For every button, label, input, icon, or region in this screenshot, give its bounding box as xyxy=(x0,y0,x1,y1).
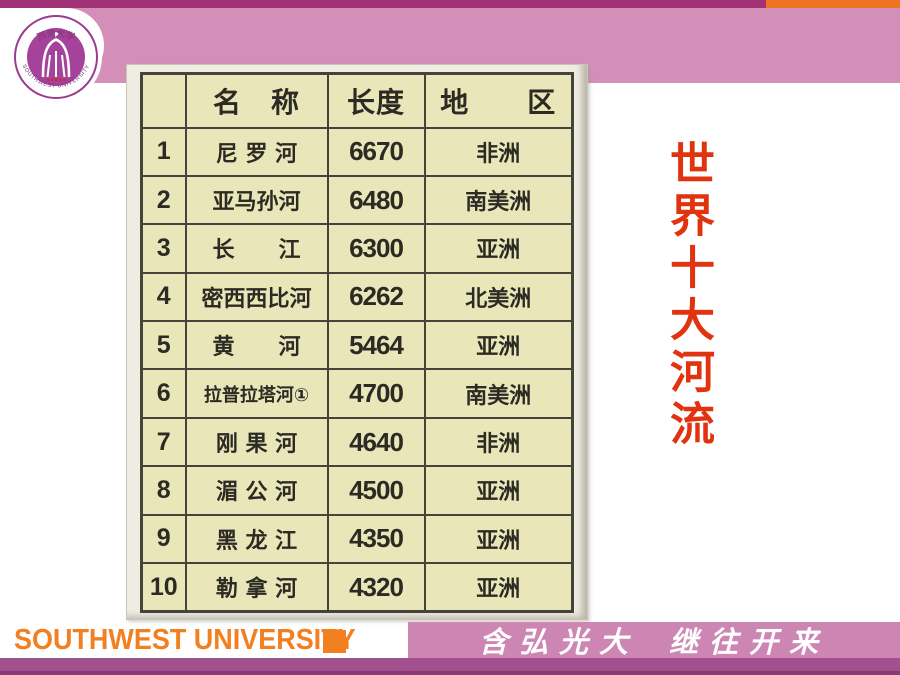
cell-name: 长 江 xyxy=(184,223,329,274)
col-header-rank xyxy=(140,72,187,129)
cell-name: 黑 龙 江 xyxy=(184,513,329,565)
table-row: 9 黑 龙 江 4350 亚洲 xyxy=(140,513,574,565)
col-header-length: 长度 xyxy=(326,72,426,129)
cell-rank: 5 xyxy=(140,320,187,371)
table-row: 2 亚马孙河 6480 南美洲 xyxy=(140,174,574,226)
cell-region: 北美洲 xyxy=(423,271,574,323)
cell-rank: 1 xyxy=(140,126,187,177)
cell-length: 4640 xyxy=(326,416,426,468)
col-header-region: 地 区 xyxy=(423,72,574,129)
table-row: 8 湄 公 河 4500 亚洲 xyxy=(140,465,574,516)
table-row: 4 密西西比河 6262 北美洲 xyxy=(140,271,574,323)
cell-rank: 10 xyxy=(140,562,187,613)
table-row: 1 尼 罗 河 6670 非洲 xyxy=(140,126,574,177)
cell-rank: 9 xyxy=(140,513,187,565)
cell-region: 亚洲 xyxy=(423,513,574,565)
top-bar-purple xyxy=(0,0,766,8)
cell-rank: 3 xyxy=(140,223,187,274)
cell-length: 4700 xyxy=(326,368,426,419)
table-row: 3 长 江 6300 亚洲 xyxy=(140,223,574,274)
cell-name: 勒 拿 河 xyxy=(184,562,329,613)
rivers-table-photo: 名 称 长度 地 区 1 尼 罗 河 6670 非洲 2 亚马孙河 6480 南… xyxy=(126,64,588,620)
cell-region: 非洲 xyxy=(423,416,574,468)
cell-region: 非洲 xyxy=(423,126,574,177)
orange-square-decoration xyxy=(323,630,346,653)
cell-rank: 2 xyxy=(140,174,187,226)
cell-region: 南美洲 xyxy=(423,174,574,226)
table-row: 6 拉普拉塔河① 4700 南美洲 xyxy=(140,368,574,419)
cell-length: 6480 xyxy=(326,174,426,226)
top-bar-orange xyxy=(766,0,900,8)
cell-length: 6670 xyxy=(326,126,426,177)
cell-region: 亚洲 xyxy=(423,562,574,613)
cell-length: 4500 xyxy=(326,465,426,516)
cell-length: 5464 xyxy=(326,320,426,371)
cell-length: 6262 xyxy=(326,271,426,323)
bottom-strip xyxy=(0,658,900,675)
col-header-name: 名 称 xyxy=(184,72,329,129)
cell-name: 湄 公 河 xyxy=(184,465,329,516)
cell-length: 4320 xyxy=(326,562,426,613)
cell-name: 亚马孙河 xyxy=(184,174,329,226)
table-header-row: 名 称 长度 地 区 xyxy=(140,72,574,129)
motto-part1: 含弘光大 xyxy=(478,625,639,659)
table-row: 5 黄 河 5464 亚洲 xyxy=(140,320,574,371)
table-row: 10 勒 拿 河 4320 亚洲 xyxy=(140,562,574,613)
cell-rank: 4 xyxy=(140,271,187,323)
rivers-table: 名 称 长度 地 区 1 尼 罗 河 6670 非洲 2 亚马孙河 6480 南… xyxy=(140,72,574,613)
motto-band: 含弘光大 继往开来 xyxy=(408,622,900,659)
slide-title-vertical: 世界十大河流 xyxy=(662,140,715,452)
cell-region: 南美洲 xyxy=(423,368,574,419)
cell-rank: 6 xyxy=(140,368,187,419)
cell-region: 亚洲 xyxy=(423,223,574,274)
cell-rank: 8 xyxy=(140,465,187,516)
cell-region: 亚洲 xyxy=(423,320,574,371)
cell-rank: 7 xyxy=(140,416,187,468)
cell-name: 黄 河 xyxy=(184,320,329,371)
university-name-text: SOUTHWEST UNIVERSITY xyxy=(14,624,356,656)
cell-length: 4350 xyxy=(326,513,426,565)
cell-name: 尼 罗 河 xyxy=(184,126,329,177)
table-row: 7 刚 果 河 4640 非洲 xyxy=(140,416,574,468)
cell-region: 亚洲 xyxy=(423,465,574,516)
cell-name: 密西西比河 xyxy=(184,271,329,323)
cell-name: 刚 果 河 xyxy=(184,416,329,468)
motto-part2: 继往开来 xyxy=(669,625,830,659)
cell-name: 拉普拉塔河① xyxy=(184,368,329,419)
cell-length: 6300 xyxy=(326,223,426,274)
university-logo-icon: 西南大学 SOUTHWEST UNIVERSITY xyxy=(9,10,103,104)
